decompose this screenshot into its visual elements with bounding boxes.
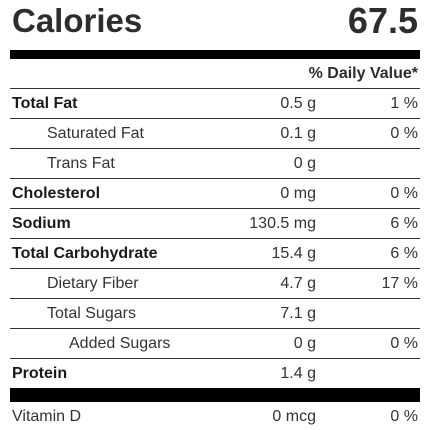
nutrient-row-protein: Protein 1.4 g: [10, 358, 420, 388]
nutrient-name: Cholesterol: [12, 185, 101, 202]
nutrient-row-total-carbohydrate: Total Carbohydrate 15.4 g 6 %: [10, 238, 420, 268]
calories-row: Calories 67.5: [10, 0, 420, 46]
thick-divider-top: [10, 50, 420, 59]
nutrient-amount: 0.1 g: [280, 125, 316, 142]
calories-label: Calories: [12, 2, 143, 39]
nutrient-daily-value: 17 %: [381, 275, 418, 292]
calories-value: 67.5: [347, 0, 418, 41]
nutrient-name: Saturated Fat: [47, 125, 144, 142]
nutrient-amount: 4.7 g: [280, 275, 316, 292]
nutrient-name: Trans Fat: [47, 155, 115, 172]
vitamin-daily-value: 0 %: [390, 408, 418, 425]
nutrient-row-sodium: Sodium 130.5 mg 6 %: [10, 208, 420, 238]
nutrient-name: Dietary Fiber: [47, 275, 139, 292]
nutrient-amount: 130.5 mg: [249, 215, 316, 232]
vitamin-name: Vitamin D: [12, 408, 82, 425]
nutrient-daily-value: 6 %: [390, 245, 418, 262]
nutrient-name: Sodium: [12, 215, 71, 232]
nutrient-row-cholesterol: Cholesterol 0 mg 0 %: [10, 178, 420, 208]
nutrient-amount: 15.4 g: [271, 245, 316, 262]
nutrient-amount: 1.4 g: [280, 365, 316, 382]
nutrient-row-trans-fat: Trans Fat 0 g: [10, 148, 420, 178]
nutrient-row-total-sugars: Total Sugars 7.1 g: [10, 298, 420, 328]
nutrient-name: Total Sugars: [47, 305, 136, 322]
nutrient-daily-value: 0 %: [390, 335, 418, 352]
nutrient-daily-value: 1 %: [390, 95, 418, 112]
nutrient-name: Protein: [12, 365, 68, 382]
nutrient-row-dietary-fiber: Dietary Fiber 4.7 g 17 %: [10, 268, 420, 298]
nutrient-row-added-sugars: Added Sugars 0 g 0 %: [10, 328, 420, 358]
nutrient-row-total-fat: Total Fat 0.5 g 1 %: [10, 88, 420, 118]
vitamin-amount: 0 mcg: [272, 408, 316, 425]
thick-divider-bottom: [10, 388, 420, 402]
daily-value-header: % Daily Value*: [308, 65, 418, 82]
nutrient-daily-value: 6 %: [390, 215, 418, 232]
nutrient-amount: 0 g: [293, 155, 316, 172]
nutrient-name: Total Carbohydrate: [12, 245, 158, 262]
nutrient-amount: 7.1 g: [280, 305, 316, 322]
nutrient-name: Total Fat: [12, 95, 78, 112]
nutrient-amount: 0 mg: [280, 185, 316, 202]
nutrient-amount: 0 g: [293, 335, 316, 352]
nutrient-row-saturated-fat: Saturated Fat 0.1 g 0 %: [10, 118, 420, 148]
nutrient-daily-value: 0 %: [390, 125, 418, 142]
nutrient-amount: 0.5 g: [280, 95, 316, 112]
nutrition-facts-label: Calories 67.5 % Daily Value* Total Fat 0.…: [10, 0, 420, 430]
vitamin-row-vitamin-d: Vitamin D 0 mcg 0 %: [10, 402, 420, 430]
daily-value-header-row: % Daily Value*: [10, 60, 420, 88]
nutrient-daily-value: 0 %: [390, 185, 418, 202]
nutrient-name: Added Sugars: [69, 335, 171, 352]
